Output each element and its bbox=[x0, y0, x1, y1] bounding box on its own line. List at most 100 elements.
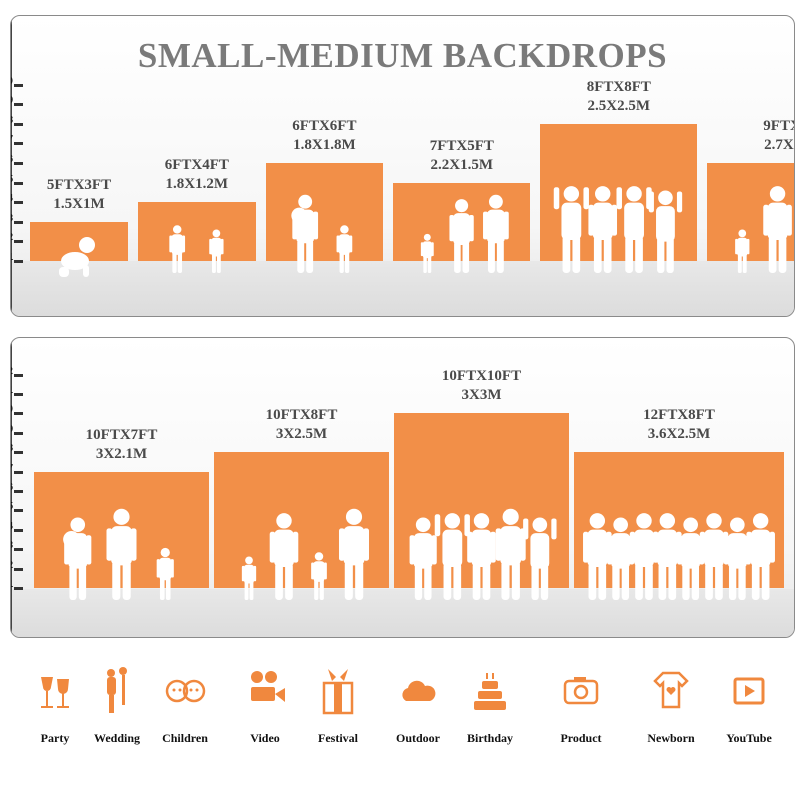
size-meters: 2.2X1.5M bbox=[430, 156, 494, 173]
play-button-icon bbox=[733, 677, 765, 705]
size-feet: 9FTX6FT bbox=[763, 118, 794, 134]
tick-label: 9 bbox=[11, 424, 13, 435]
tick-mark bbox=[14, 509, 23, 513]
wine-glasses-icon bbox=[41, 677, 69, 708]
usage-label: Children bbox=[162, 731, 208, 745]
usage-icons-row: Party Wedding Children Video Festival Outdoor… bbox=[0, 665, 800, 765]
usage-label: Birthday bbox=[466, 731, 513, 745]
size-feet: 12FTX8FT bbox=[643, 407, 715, 424]
tick-label: 2 bbox=[11, 560, 13, 571]
usage-label: Wedding bbox=[93, 731, 141, 745]
size-meters: 2.5X2.5M bbox=[587, 97, 651, 114]
people-silhouettes bbox=[290, 194, 352, 273]
size-feet: 10FTX7FT bbox=[85, 426, 158, 443]
tick-mark bbox=[14, 220, 23, 224]
height-axis bbox=[11, 338, 12, 637]
usage-party: Party bbox=[20, 665, 90, 746]
size-meters: 3X3M bbox=[461, 387, 502, 404]
size-feet: 6FTX4FT bbox=[164, 157, 229, 174]
tick-mark bbox=[14, 162, 23, 165]
tick-label: 6 bbox=[11, 482, 13, 493]
usage-label: Outdoor bbox=[395, 731, 440, 745]
tick-label: 10 bbox=[11, 76, 13, 87]
usage-label: Video bbox=[250, 731, 280, 745]
tick-mark bbox=[14, 83, 23, 87]
tick-mark bbox=[14, 142, 23, 146]
people-silhouettes bbox=[63, 508, 174, 600]
tick-label: 12 bbox=[11, 366, 13, 377]
size-feet: 7FTX5FT bbox=[429, 137, 494, 154]
tick-mark bbox=[14, 528, 23, 532]
usage-festival: Festival bbox=[303, 665, 373, 746]
tick-mark bbox=[14, 412, 23, 416]
usage-outdoor: Outdoor bbox=[383, 665, 453, 746]
tick-mark bbox=[14, 240, 23, 244]
tick-label: 7 bbox=[11, 463, 13, 474]
tick-label: 1 bbox=[11, 252, 13, 263]
usage-label: Product bbox=[560, 731, 602, 745]
tick-label: 1 bbox=[11, 579, 13, 590]
size-feet: 5FTX3FT bbox=[46, 176, 112, 193]
size-label: 5FTX3FT 1.5X1M bbox=[47, 176, 111, 214]
gift-box-icon bbox=[322, 669, 354, 715]
tick-mark bbox=[14, 181, 23, 185]
small-backdrops-panel: SMALL-MEDIUM BACKDROPS 1 2 3 4 5 6 7 8 9 10 5FTX3F… bbox=[10, 15, 795, 317]
people-silhouettes bbox=[421, 194, 509, 273]
usage-children: Children bbox=[150, 665, 220, 746]
tick-mark bbox=[14, 373, 23, 377]
usage-label: Party bbox=[40, 731, 70, 745]
tick-label: 3 bbox=[11, 213, 13, 224]
people-silhouettes bbox=[241, 508, 370, 600]
page-title: SMALL-MEDIUM BACKDROPS bbox=[137, 36, 668, 75]
tick-label: 4 bbox=[11, 521, 13, 532]
tick-label: 11 bbox=[11, 385, 13, 396]
tick-label: 9 bbox=[11, 95, 13, 106]
birthday-cake-icon bbox=[474, 673, 506, 710]
usage-birthday: Birthday bbox=[455, 665, 525, 746]
people-silhouettes bbox=[583, 513, 775, 600]
size-meters: 3X2.1M bbox=[95, 445, 148, 462]
size-label: 8FTX8FT 2.5X2.5M bbox=[587, 78, 651, 116]
tick-label: 6 bbox=[11, 154, 13, 165]
size-meters: 1.8X1.8M bbox=[293, 137, 356, 153]
usage-label: Festival bbox=[318, 731, 358, 745]
size-label: 7FTX5FT 2.2X1.5M bbox=[430, 137, 494, 175]
size-meters: 1.8X1.2M bbox=[165, 176, 229, 193]
backdrop-size-12ftx8ft bbox=[574, 452, 784, 588]
usage-newborn: Newborn bbox=[636, 665, 706, 746]
tick-mark bbox=[14, 103, 23, 107]
tick-label: 8 bbox=[11, 115, 13, 126]
usage-label: YouTube bbox=[726, 731, 772, 745]
tick-mark bbox=[14, 490, 23, 493]
medium-backdrops-panel: 12345678910111210FTX7FT3X2.1M10FTX8FT3X2… bbox=[10, 337, 795, 638]
size-feet: 10FTX10FT bbox=[441, 368, 522, 385]
size-label: 10FTX10FT 3X3M bbox=[442, 367, 521, 405]
tick-label: 3 bbox=[11, 540, 13, 551]
size-meters: 3.6X2.5M bbox=[647, 426, 711, 443]
size-feet: 6FTX6FT bbox=[292, 118, 357, 134]
usage-wedding: Wedding bbox=[82, 665, 152, 746]
tick-label: 5 bbox=[11, 501, 13, 512]
wedding-couple-icon bbox=[107, 667, 127, 713]
baby-onesie-icon bbox=[653, 671, 689, 709]
tick-label: 8 bbox=[11, 443, 13, 454]
tick-mark bbox=[14, 451, 23, 455]
height-axis bbox=[11, 16, 12, 316]
size-meters: 1.5X1M bbox=[53, 195, 105, 212]
size-meters: 2.7X1.8M bbox=[764, 137, 794, 153]
tick-label: 5 bbox=[11, 174, 13, 185]
size-label: 10FTX7FT 3X2.1M bbox=[86, 426, 158, 464]
size-label: 6FTX6FT 1.8X1.8M bbox=[292, 117, 356, 155]
movie-camera-icon bbox=[251, 671, 285, 702]
people-silhouettes bbox=[169, 225, 224, 273]
tick-label: 4 bbox=[11, 193, 13, 204]
people-silhouettes bbox=[59, 237, 95, 277]
tick-mark bbox=[14, 393, 23, 396]
tick-label: 7 bbox=[11, 134, 13, 145]
usage-product: Product bbox=[546, 665, 616, 746]
tick-mark bbox=[14, 122, 23, 126]
size-label: 6FTX4FT 1.8X1.2M bbox=[165, 156, 229, 194]
people-silhouettes bbox=[409, 508, 557, 600]
tick-mark bbox=[14, 201, 23, 205]
size-label: 12FTX8FT 3.6X2.5M bbox=[643, 406, 715, 444]
